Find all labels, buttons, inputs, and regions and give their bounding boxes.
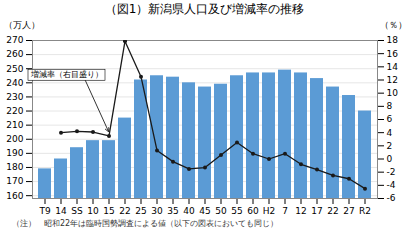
svg-text:18: 18 <box>387 35 399 45</box>
svg-text:22: 22 <box>119 206 130 216</box>
svg-text:160: 160 <box>6 191 23 201</box>
svg-text:30: 30 <box>151 206 163 216</box>
svg-text:6: 6 <box>387 114 393 124</box>
svg-text:-6: -6 <box>387 193 396 203</box>
svg-text:-2: -2 <box>387 167 396 177</box>
html-text:（注） 昭和22年は臨時国勢調査による値（以下の図表において: （注） 昭和22年は臨時国勢調査による値（以下の図表においても同じ） <box>12 219 279 228</box>
svg-text:14: 14 <box>55 206 67 216</box>
svg-text:16: 16 <box>387 49 399 59</box>
svg-text:12: 12 <box>387 75 398 85</box>
svg-text:-4: -4 <box>387 180 396 190</box>
svg-text:200: 200 <box>6 134 23 144</box>
svg-text:240: 240 <box>6 78 23 88</box>
svg-text:（％）: （％） <box>380 20 407 30</box>
svg-text:35: 35 <box>167 206 178 216</box>
svg-text:8: 8 <box>387 101 393 111</box>
svg-text:H2: H2 <box>263 206 276 216</box>
svg-text:15: 15 <box>103 206 114 216</box>
svg-text:17: 17 <box>311 206 322 216</box>
svg-text:7: 7 <box>282 206 288 216</box>
svg-text:270: 270 <box>6 35 23 45</box>
svg-text:190: 190 <box>6 148 23 158</box>
svg-text:2: 2 <box>387 141 393 151</box>
svg-text:10: 10 <box>87 206 99 216</box>
svg-text:R2: R2 <box>359 206 371 216</box>
html-text:（図1）新潟県人口及び増減率の推移: （図1）新潟県人口及び増減率の推移 <box>104 2 305 16</box>
svg-text:170: 170 <box>6 176 23 186</box>
svg-text:260: 260 <box>6 49 23 59</box>
svg-text:14: 14 <box>387 62 399 72</box>
svg-text:230: 230 <box>6 92 23 102</box>
svg-text:220: 220 <box>6 106 23 116</box>
svg-text:50: 50 <box>215 206 227 216</box>
svg-text:10: 10 <box>387 88 399 98</box>
svg-text:60: 60 <box>247 206 259 216</box>
svg-text:（万人）: （万人） <box>4 20 40 30</box>
svg-text:180: 180 <box>6 162 23 172</box>
svg-text:25: 25 <box>135 206 146 216</box>
svg-text:22: 22 <box>327 206 338 216</box>
svg-text:T9: T9 <box>38 206 50 216</box>
svg-text:210: 210 <box>6 120 23 130</box>
svg-text:4: 4 <box>387 128 393 138</box>
svg-text:45: 45 <box>199 206 210 216</box>
svg-text:増減率（右目盛り）: 増減率（右目盛り） <box>30 70 103 79</box>
svg-text:12: 12 <box>295 206 306 216</box>
svg-text:40: 40 <box>183 206 195 216</box>
svg-text:250: 250 <box>6 64 23 74</box>
svg-text:SS: SS <box>71 206 83 216</box>
svg-text:27: 27 <box>343 206 354 216</box>
svg-text:0: 0 <box>387 154 393 164</box>
svg-text:55: 55 <box>231 206 242 216</box>
